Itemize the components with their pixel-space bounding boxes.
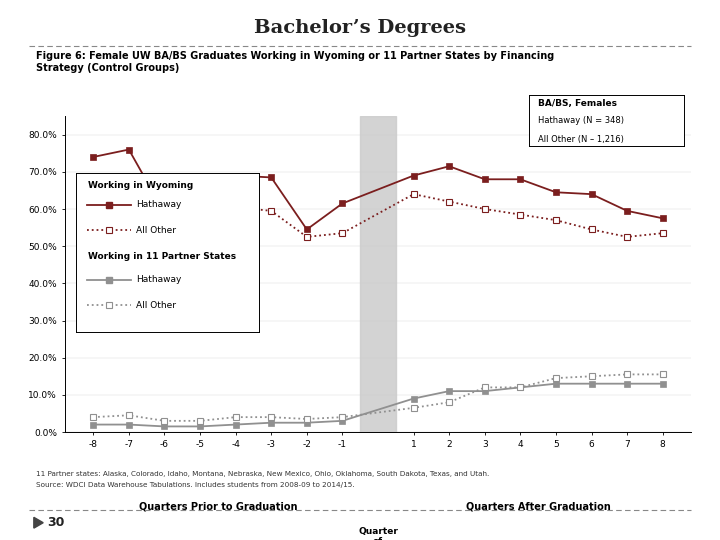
Text: 11 Partner states: Alaska, Colorado, Idaho, Montana, Nebraska, New Mexico, Ohio,: 11 Partner states: Alaska, Colorado, Ida…	[36, 471, 490, 477]
Text: All Other (N – 1,216): All Other (N – 1,216)	[539, 134, 624, 144]
Text: Source: WDCI Data Warehouse Tabulations. Includes students from 2008-09 to 2014/: Source: WDCI Data Warehouse Tabulations.…	[36, 482, 355, 488]
Text: Working in Wyoming: Working in Wyoming	[89, 181, 194, 190]
Text: Hathaway (N = 348): Hathaway (N = 348)	[539, 116, 624, 125]
Text: BA/BS, Females: BA/BS, Females	[539, 99, 618, 107]
Text: Quarter
of
Graduation: Quarter of Graduation	[349, 527, 407, 540]
Text: 30: 30	[47, 516, 64, 529]
Text: Hathaway: Hathaway	[136, 275, 181, 284]
Text: Bachelor’s Degrees: Bachelor’s Degrees	[254, 19, 466, 37]
Text: Hathaway: Hathaway	[136, 200, 181, 209]
Text: All Other: All Other	[136, 226, 176, 235]
Text: All Other: All Other	[136, 301, 176, 309]
Text: Quarters Prior to Graduation: Quarters Prior to Graduation	[138, 502, 297, 511]
Text: Quarters After Graduation: Quarters After Graduation	[466, 502, 611, 511]
Bar	[360, 116, 396, 432]
Text: Figure 6: Female UW BA/BS Graduates Working in Wyoming or 11 Partner States by F: Figure 6: Female UW BA/BS Graduates Work…	[36, 51, 554, 73]
Text: Working in 11 Partner States: Working in 11 Partner States	[89, 252, 237, 261]
